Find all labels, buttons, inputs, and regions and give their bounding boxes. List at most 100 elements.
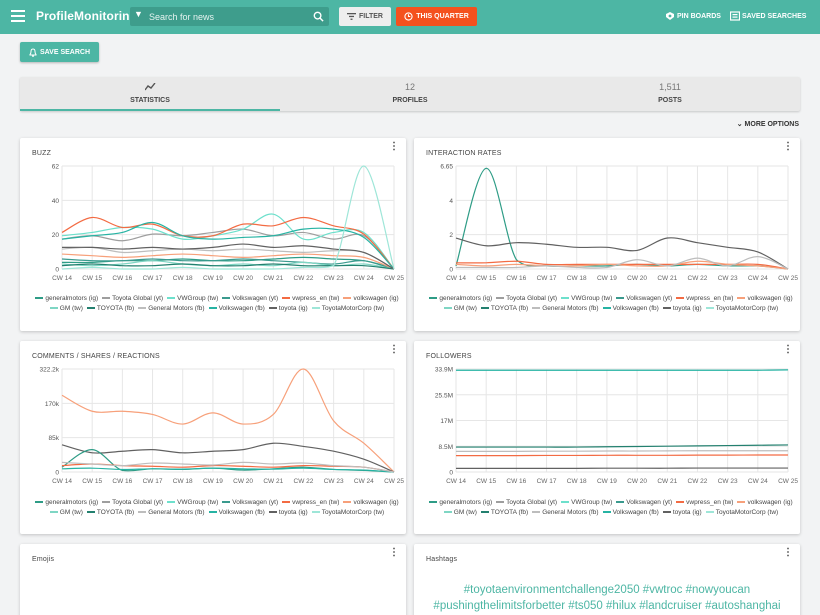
- legend-swatch: [35, 297, 44, 300]
- y-tick-label: 40: [52, 198, 60, 205]
- legend-swatch: [496, 297, 505, 300]
- tab-statistics[interactable]: STATISTICS: [20, 77, 280, 111]
- legend-item[interactable]: Toyota Global (yt): [102, 294, 163, 304]
- legend-swatch: [602, 511, 611, 514]
- legend-item[interactable]: toyota (ig): [268, 508, 308, 518]
- legend-item[interactable]: General Motors (fb): [532, 508, 599, 518]
- legend-item[interactable]: General Motors (fb): [138, 508, 205, 518]
- legend-item[interactable]: GM (tw): [49, 304, 83, 314]
- legend-item[interactable]: Volkswagen (yt): [222, 294, 278, 304]
- legend-item[interactable]: volkswagen (ig): [343, 294, 399, 304]
- more-vert-icon[interactable]: ⋮: [389, 344, 399, 355]
- series-line: [456, 450, 788, 452]
- legend-item[interactable]: GM (tw): [49, 508, 83, 518]
- legend-swatch: [282, 501, 291, 504]
- app-title[interactable]: ProfileMonitoring: [36, 9, 138, 23]
- legend-item[interactable]: GM (tw): [443, 304, 477, 314]
- legend-item[interactable]: toyota (ig): [662, 508, 702, 518]
- legend-swatch: [222, 501, 231, 504]
- x-tick-label: CW 22: [294, 275, 314, 282]
- legend-item[interactable]: vwpress_en (tw): [676, 294, 733, 304]
- legend-item[interactable]: TOYOTA (fb): [86, 304, 134, 314]
- x-tick-label: CW 17: [143, 275, 163, 282]
- x-tick-label: CW 19: [203, 478, 223, 485]
- save-search-button[interactable]: SAVE SEARCH: [20, 42, 99, 62]
- legend-item[interactable]: Toyota Global (yt): [102, 498, 163, 508]
- legend-item[interactable]: Toyota Global (yt): [496, 498, 557, 508]
- legend-item[interactable]: TOYOTA (fb): [86, 508, 134, 518]
- legend-item[interactable]: generalmotors (ig): [35, 294, 98, 304]
- legend-item[interactable]: Volkswagen (fb): [208, 508, 265, 518]
- y-tick-label: 322.2k: [39, 367, 59, 374]
- legend-label: toyota (ig): [672, 305, 702, 312]
- more-vert-icon[interactable]: ⋮: [783, 344, 793, 355]
- series-line: [455, 444, 789, 448]
- menu-icon[interactable]: [11, 10, 25, 22]
- more-vert-icon[interactable]: ⋮: [783, 141, 793, 152]
- legend-item[interactable]: volkswagen (ig): [737, 294, 793, 304]
- legend-item[interactable]: vwpress_en (tw): [676, 498, 733, 508]
- this-quarter-button[interactable]: THIS QUARTER: [396, 7, 477, 26]
- legend-item[interactable]: vwpress_en (tw): [282, 498, 339, 508]
- search-icon[interactable]: [313, 11, 324, 22]
- search-input[interactable]: [149, 10, 299, 23]
- legend-item[interactable]: ToyotaMotorCorp (tw): [311, 508, 385, 518]
- chevron-down-icon[interactable]: ▼: [134, 9, 143, 19]
- legend-label: ToyotaMotorCorp (tw): [321, 509, 385, 516]
- legend-item[interactable]: VWGroup (tw): [167, 498, 218, 508]
- legend-swatch: [662, 511, 671, 514]
- legend-item[interactable]: TOYOTA (fb): [480, 304, 528, 314]
- legend-item[interactable]: generalmotors (ig): [35, 498, 98, 508]
- legend-label: VWGroup (tw): [571, 499, 613, 506]
- tab-posts[interactable]: 1,511 POSTS: [540, 77, 800, 111]
- legend-item[interactable]: VWGroup (tw): [167, 294, 218, 304]
- x-tick-label: CW 17: [143, 478, 163, 485]
- legend-item[interactable]: Toyota Global (yt): [496, 294, 557, 304]
- chevron-down-icon: ⌄: [736, 121, 743, 128]
- legend-item[interactable]: ToyotaMotorCorp (tw): [705, 304, 779, 314]
- clock-icon: [404, 12, 413, 21]
- filter-button[interactable]: FILTER: [339, 7, 391, 26]
- more-vert-icon[interactable]: ⋮: [389, 141, 399, 152]
- y-tick-label: 0: [55, 267, 59, 274]
- legend-item[interactable]: Volkswagen (yt): [616, 294, 672, 304]
- more-vert-icon[interactable]: ⋮: [783, 547, 793, 558]
- legend-item[interactable]: TOYOTA (fb): [480, 508, 528, 518]
- legend-item[interactable]: Volkswagen (fb): [602, 304, 659, 314]
- legend-label: ToyotaMotorCorp (tw): [715, 305, 779, 312]
- legend-item[interactable]: VWGroup (tw): [561, 294, 612, 304]
- pin-boards-button[interactable]: PIN BOARDS: [665, 11, 721, 21]
- series-line: [61, 165, 395, 270]
- hashtags-cloud[interactable]: #toyotaenvironmentchallenge2050 #vwtroc …: [433, 584, 781, 612]
- search-bar[interactable]: ▼: [130, 7, 329, 26]
- x-tick-label: CW 24: [354, 275, 374, 282]
- legend-item[interactable]: General Motors (fb): [138, 304, 205, 314]
- y-tick-label: 25.5M: [435, 392, 453, 399]
- legend-item[interactable]: GM (tw): [443, 508, 477, 518]
- legend-item[interactable]: Volkswagen (yt): [222, 498, 278, 508]
- x-tick-label: CW 16: [506, 478, 526, 485]
- more-vert-icon[interactable]: ⋮: [389, 547, 399, 558]
- legend-item[interactable]: generalmotors (ig): [429, 498, 492, 508]
- legend-item[interactable]: volkswagen (ig): [343, 498, 399, 508]
- legend-item[interactable]: ToyotaMotorCorp (tw): [705, 508, 778, 518]
- legend-item[interactable]: toyota (ig): [268, 304, 308, 314]
- tab-profiles[interactable]: 12 PROFILES: [280, 77, 540, 111]
- y-tick-label: 33.9M: [435, 367, 453, 374]
- legend-item[interactable]: VWGroup (tw): [561, 498, 612, 508]
- legend-item[interactable]: generalmotors (ig): [429, 294, 492, 304]
- legend-item[interactable]: Volkswagen (fb): [208, 304, 265, 314]
- legend-item[interactable]: volkswagen (ig): [737, 498, 793, 508]
- legend-swatch: [429, 297, 438, 300]
- legend-item[interactable]: ToyotaMotorCorp (tw): [311, 304, 384, 314]
- legend-item[interactable]: General Motors (fb): [532, 304, 599, 314]
- series-line: [61, 442, 395, 473]
- saved-searches-button[interactable]: SAVED SEARCHES: [730, 11, 806, 21]
- legend-item[interactable]: vwpress_en (tw): [282, 294, 339, 304]
- buzz-chart: CW 14 CW 15 CW 16 CW 17 CW 18 CW 19 CW 20 CW 21…: [52, 164, 405, 283]
- more-options-button[interactable]: ⌄ MORE OPTIONS: [737, 120, 799, 128]
- legend-item[interactable]: Volkswagen (fb): [602, 508, 659, 518]
- legend-label: generalmotors (ig): [45, 295, 99, 302]
- legend-item[interactable]: Volkswagen (yt): [616, 498, 672, 508]
- legend-item[interactable]: toyota (ig): [662, 304, 702, 314]
